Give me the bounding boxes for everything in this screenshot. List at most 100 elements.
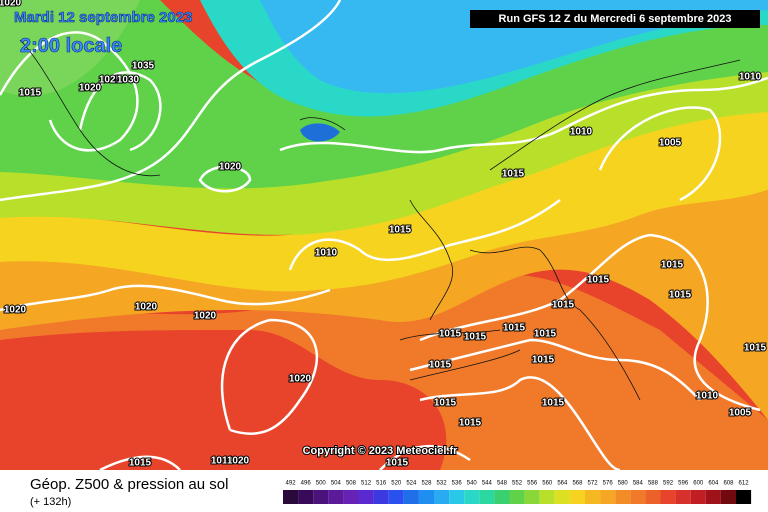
scale-label: 516 (376, 481, 387, 487)
scale-label: 564 (557, 481, 568, 487)
scale-label: 572 (588, 481, 599, 487)
isobar-label: 1015 (502, 169, 525, 180)
scale-swatch (358, 490, 374, 504)
scale-swatch (645, 490, 661, 504)
scale-swatch (373, 490, 389, 504)
isobar (409, 338, 701, 401)
isobar-label: 1015 (503, 323, 526, 334)
scale-label: 552 (512, 481, 523, 487)
scale-label: 536 (452, 481, 463, 487)
scale-label: 592 (663, 481, 674, 487)
scale-label: 604 (708, 481, 719, 487)
scale-swatch (615, 490, 631, 504)
isobars (0, 0, 768, 472)
scale-label: 496 (301, 481, 312, 487)
isobar-label: 1015 (587, 275, 610, 286)
scale-label: 608 (723, 481, 734, 487)
isobar (99, 455, 181, 472)
forecast-date: Mardi 12 septembre 2023 (14, 9, 192, 26)
scale-swatch (539, 490, 555, 504)
scale-swatch (313, 490, 329, 504)
isobar-label: 1020 (0, 0, 22, 9)
forecast-time: 2:00 locale (20, 35, 122, 57)
scale-label: 492 (286, 481, 297, 487)
isobar-label: 1020 (227, 456, 250, 467)
scale-swatch (388, 490, 404, 504)
isobar-label: 1035 (132, 61, 155, 72)
isobar (279, 76, 768, 154)
scale-label: 588 (648, 481, 659, 487)
footer-subtitle: (+ 132h) (30, 496, 71, 508)
scale-swatch (736, 490, 752, 504)
scale-swatch (509, 490, 525, 504)
isobar-label: 1015 (429, 360, 452, 371)
isobar (419, 233, 761, 412)
isobar-label: 1015 (459, 418, 482, 429)
scale-swatch (660, 490, 676, 504)
scale-label: 524 (406, 481, 417, 487)
isobar-label: 1020 (289, 374, 312, 385)
scale-swatch (494, 490, 510, 504)
isobar-label: 1020 (79, 83, 102, 94)
scale-label: 596 (678, 481, 689, 487)
isobar-label: 1010 (696, 391, 719, 402)
field-blue-dark (300, 123, 340, 142)
isobar (288, 198, 561, 271)
isobar-label: 1020 (194, 311, 217, 322)
scale-swatch (418, 490, 434, 504)
scale-swatch (554, 490, 570, 504)
scale-label: 540 (467, 481, 478, 487)
scale-swatch (298, 490, 314, 504)
isobar-label: 1015 (389, 225, 412, 236)
isobar-label: 1015 (129, 458, 152, 469)
isobar-label: 1015 (534, 329, 557, 340)
scale-swatch (449, 490, 465, 504)
isobar (78, 71, 162, 152)
coastlines (19, 39, 741, 401)
scale-label: 544 (482, 481, 493, 487)
scale-label: 584 (633, 481, 644, 487)
scale-label: 504 (331, 481, 342, 487)
copyright: Copyright © 2023 Meteociel.fr (303, 445, 459, 457)
isobar-label: 1020 (219, 162, 242, 173)
scale-swatch (569, 490, 585, 504)
isobar-label: 1015 (542, 398, 565, 409)
isobar-label: 1015 (669, 290, 692, 301)
field-orange (0, 275, 768, 470)
scale-label: 528 (421, 481, 432, 487)
isobar (0, 0, 342, 202)
scale-swatch (434, 490, 450, 504)
scale-swatch (630, 490, 646, 504)
scale-swatch (464, 490, 480, 504)
isobar (598, 106, 722, 202)
field-green-light (0, 0, 140, 96)
isobar (198, 165, 252, 193)
isobar-label: 1010 (570, 127, 593, 138)
isobar (379, 444, 471, 471)
scale-swatch (328, 490, 344, 504)
isobar-label: 1020 (4, 305, 27, 316)
scale-label: 548 (497, 481, 508, 487)
isobar-label: 1005 (729, 408, 752, 419)
field-lime (0, 70, 768, 235)
scale-label: 576 (603, 481, 614, 487)
scale-label: 500 (316, 481, 327, 487)
scale-label: 556 (527, 481, 538, 487)
isobar-label: 1015 (464, 332, 487, 343)
isobar-label: 1010 (315, 248, 338, 259)
scale-swatch (675, 490, 691, 504)
isobar-label: 1010 (739, 72, 762, 83)
isobar (0, 31, 139, 152)
scale-swatch (283, 490, 299, 504)
scale-label: 532 (437, 481, 448, 487)
isobar-label: 1030 (117, 75, 140, 86)
isobar-label: 1015 (552, 300, 575, 311)
isobar (221, 318, 318, 435)
isobar-label: 1015 (386, 458, 409, 469)
scale-label: 508 (346, 481, 357, 487)
isobar (419, 376, 621, 472)
isobar-label: 1015 (661, 260, 684, 271)
coastline (19, 39, 741, 401)
isobar-label: 1015 (532, 355, 555, 366)
